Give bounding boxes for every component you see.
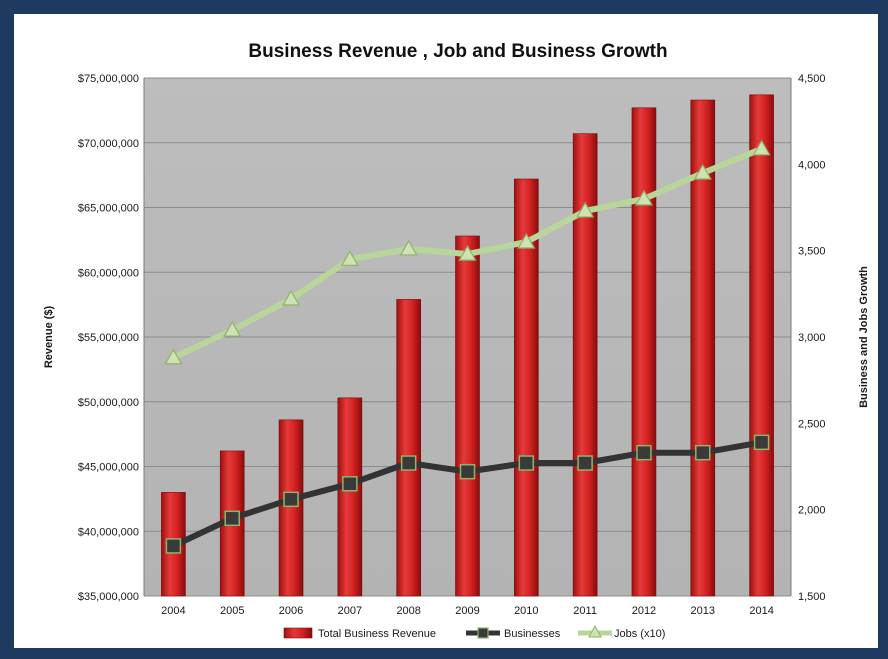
- revenue-bar: [631, 107, 657, 597]
- y-tick-label: $55,000,000: [78, 332, 139, 344]
- y-tick-label: $40,000,000: [78, 526, 139, 538]
- jobs-marker: [458, 244, 477, 261]
- x-tick-label: 2006: [279, 605, 303, 617]
- y2-tick-label: 1,500: [798, 591, 826, 603]
- businesses-marker: [165, 538, 182, 554]
- y2-tick-label: 4,000: [798, 159, 826, 171]
- x-tick-label: 2011: [573, 605, 597, 617]
- y-tick-label: $75,000,000: [78, 73, 139, 85]
- revenue-bar: [749, 94, 774, 597]
- x-tick-label: 2009: [455, 605, 479, 617]
- x-tick-label: 2014: [749, 605, 773, 617]
- y2-tick-label: 4,500: [798, 73, 826, 85]
- x-tick-label: 2004: [161, 605, 185, 617]
- y2-tick-label: 3,000: [798, 332, 826, 344]
- legend-label-businesses: Businesses: [504, 628, 561, 640]
- businesses-marker: [518, 455, 535, 471]
- jobs-marker: [634, 189, 653, 206]
- y-axis-title: Revenue ($): [43, 305, 55, 368]
- y-axis-left-ticks: $35,000,000 $40,000,000 $45,000,000 $50,000…: [78, 73, 139, 603]
- legend-marker-businesses: [477, 627, 489, 639]
- y-axis-right-ticks: 1,500 2,000 2,500 3,000 3,500 4,000 4,500: [798, 73, 826, 603]
- y-tick-label: $45,000,000: [78, 462, 139, 474]
- businesses-marker: [459, 463, 476, 480]
- bar-series: [161, 94, 774, 597]
- jobs-marker: [223, 320, 242, 337]
- businesses-marker: [695, 444, 711, 461]
- jobs-marker: [517, 232, 536, 249]
- y2-axis-title: Business and Jobs Growth: [858, 266, 870, 408]
- y2-tick-label: 3,500: [798, 246, 826, 258]
- jobs-marker: [576, 201, 595, 218]
- jobs-marker: [282, 289, 301, 306]
- businesses-marker: [224, 510, 240, 527]
- jobs-marker: [164, 348, 183, 365]
- x-tick-label: 2005: [220, 605, 244, 617]
- revenue-bar: [455, 235, 480, 597]
- businesses-marker: [577, 455, 593, 471]
- x-tick-label: 2007: [338, 605, 362, 617]
- businesses-marker: [636, 444, 652, 461]
- gridlines: [143, 77, 792, 597]
- jobs-marker: [693, 163, 712, 180]
- legend: Total Business Revenue Businesses Jobs (x1…: [283, 624, 665, 640]
- line-series: [164, 139, 771, 554]
- legend-label-jobs: Jobs (x10): [614, 628, 665, 640]
- legend-marker-jobs: [588, 624, 602, 638]
- y-tick-label: $50,000,000: [78, 397, 139, 409]
- legend-swatch-revenue: [283, 627, 313, 639]
- businesses-marker: [753, 434, 770, 451]
- y2-tick-label: 2,500: [798, 418, 826, 430]
- y-tick-label: $65,000,000: [78, 203, 139, 215]
- x-tick-label: 2010: [514, 605, 538, 617]
- jobs-marker: [752, 139, 771, 156]
- revenue-bar: [690, 99, 716, 597]
- x-tick-label: 2008: [396, 605, 420, 617]
- x-tick-label: 2013: [691, 605, 715, 617]
- businesses-marker: [283, 491, 299, 508]
- y-tick-label: $70,000,000: [78, 138, 139, 150]
- chart-card: Business Revenue , Job and Business Grow…: [14, 14, 878, 648]
- businesses-marker: [342, 476, 358, 492]
- revenue-bar: [337, 397, 363, 597]
- y-tick-label: $60,000,000: [78, 267, 139, 279]
- chart: Business Revenue , Job and Business Grow…: [43, 41, 870, 640]
- revenue-bar: [396, 299, 421, 597]
- jobs-marker: [340, 250, 359, 266]
- y2-tick-label: 2,000: [798, 505, 826, 517]
- revenue-bar: [278, 419, 304, 597]
- y-tick-label: $35,000,000: [78, 591, 139, 603]
- businesses-marker: [400, 455, 417, 471]
- x-axis-ticks: 2004 2005 2006 2007 2008 2009 2010 2011 2012 2013…: [161, 605, 774, 617]
- x-tick-label: 2012: [632, 605, 656, 617]
- chart-title: Business Revenue , Job and Business Grow…: [248, 41, 667, 62]
- jobs-marker: [399, 239, 418, 256]
- legend-label-revenue: Total Business Revenue: [318, 628, 436, 640]
